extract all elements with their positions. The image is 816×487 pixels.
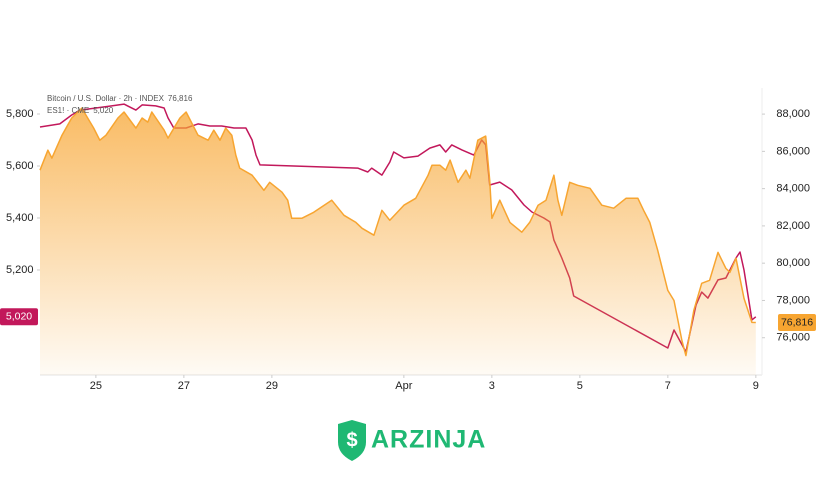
- legend-entry: Bitcoin / U.S. Dollar · 2h · INDEX: [47, 94, 165, 103]
- price-tag: [778, 314, 816, 332]
- area-fill: [40, 108, 756, 375]
- y2-tick-label: 76,000: [776, 332, 810, 344]
- series-line: [39, 107, 756, 357]
- y2-tick-label: 86,000: [776, 145, 810, 157]
- y-tick-label: 5,800: [6, 108, 34, 120]
- legend-value: 5,020: [93, 106, 114, 115]
- legend: Bitcoin / U.S. Dollar · 2h · INDEX 76,81…: [47, 94, 193, 115]
- x-tick-label: 7: [665, 380, 671, 392]
- legend-value: 76,816: [168, 94, 193, 103]
- x-tick-label: 3: [489, 380, 495, 392]
- x-tick-label: Apr: [395, 380, 412, 392]
- y-tick-label: 5,200: [6, 264, 34, 276]
- y2-tick-label: 78,000: [776, 294, 810, 306]
- logo-text: ARZINJA: [371, 426, 486, 454]
- x-tick-label: 5: [577, 380, 583, 392]
- y2-tick-label: 82,000: [776, 220, 810, 232]
- y-tick-label: 5,600: [6, 160, 34, 172]
- x-tick-label: 9: [753, 380, 759, 392]
- y-tick-label: 5,400: [6, 212, 34, 224]
- logo-shield: [338, 420, 366, 461]
- y2-tick-label: 80,000: [776, 257, 810, 269]
- price-tag-label: 5,020: [6, 311, 32, 323]
- x-tick-label: 29: [266, 380, 278, 392]
- price-tag: [0, 308, 38, 326]
- y2-tick-label: 88,000: [776, 108, 810, 120]
- x-tick-label: 25: [90, 380, 102, 392]
- logo-icon: $: [346, 429, 357, 451]
- plot-area: [39, 103, 757, 375]
- y2-tick-label: 84,000: [776, 183, 810, 195]
- x-tick-label: 27: [178, 380, 190, 392]
- logo: $ ARZINJA: [338, 420, 486, 461]
- price-tag-label: 76,816: [781, 316, 813, 328]
- legend-entry: ES1! · CME: [47, 106, 89, 115]
